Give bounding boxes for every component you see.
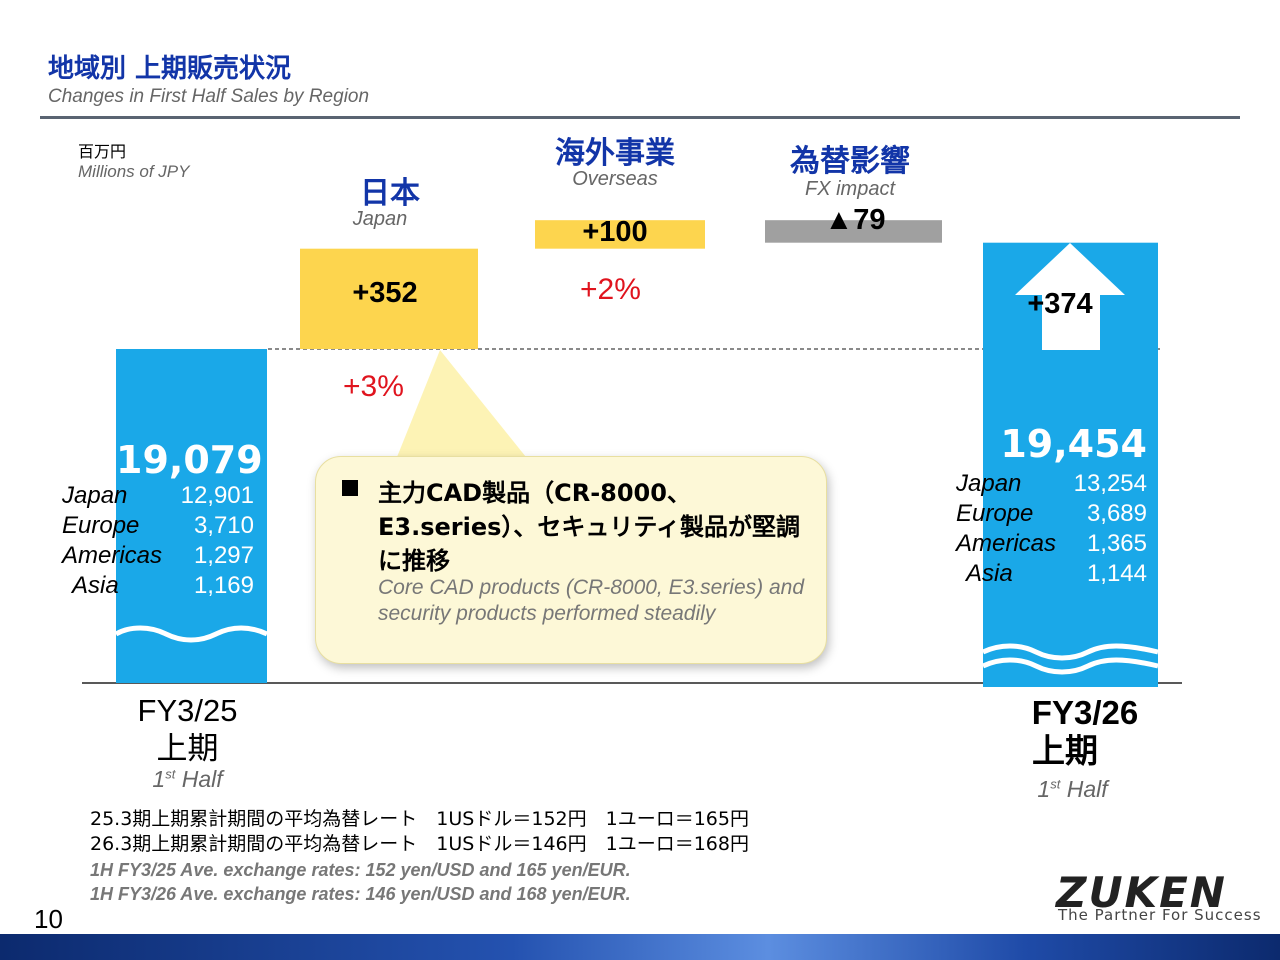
fy325-value-americas: 1,297 [193, 542, 254, 569]
unit-label-jp: 百万円 [78, 142, 127, 161]
total-increase-label: +374 [1027, 288, 1093, 320]
overseas-heading-en: Overseas [572, 168, 658, 190]
japan-change-label: +352 [352, 277, 418, 309]
increase-arrow-icon [1015, 243, 1125, 350]
japan-heading: 日本 [360, 176, 420, 211]
fy326-region-europe: Europe [956, 500, 1034, 527]
fy325-period: FY3/25 [137, 693, 238, 728]
fy325-region-japan: Japan [62, 482, 128, 509]
fy326-value-europe: 3,689 [1086, 500, 1147, 527]
axis-break-right-2 [981, 657, 1159, 675]
fy326-value-japan: 13,254 [1073, 470, 1147, 497]
page-subtitle: Changes in First Half Sales by Region [48, 86, 370, 107]
bullet-icon [342, 480, 358, 496]
fy325-region-europe: Europe [62, 512, 140, 539]
page-title: 地域別 上期販売状況 [48, 54, 292, 84]
fy326-total: 19,454 [1000, 422, 1147, 466]
axis-break-left [114, 625, 269, 643]
callout-text-en: Core CAD products (CR-8000, E3.series) a… [378, 576, 805, 625]
bar-japan-change [300, 248, 478, 349]
fx-note-jp-2: 26.3期上期累計期間の平均為替レート 1USドル＝146円 1ユーロ＝168円 [90, 833, 749, 855]
overseas-pct-label: +2% [580, 273, 641, 306]
footer-bar [0, 934, 1280, 960]
zuken-logo: ZUKEN [1056, 868, 1227, 917]
fy326-value-asia: 1,144 [1086, 560, 1147, 587]
fx-heading: 為替影響 [790, 144, 910, 179]
fy326-region-japan: Japan [956, 470, 1022, 497]
callout-text-jp: 主力CAD製品（CR-8000、E3.series）、セキュリティ製品が堅調に推… [378, 479, 800, 575]
japan-heading-en: Japan [352, 208, 408, 230]
callout-box [315, 456, 827, 664]
fy326-period-jp: 上期 [1032, 732, 1098, 769]
axis-break-right-1 [981, 643, 1159, 661]
fy325-half-label: 1st Half [152, 766, 223, 792]
unit-label-en: Millions of JPY [78, 162, 190, 181]
bar-fx-change [765, 220, 942, 243]
bar-overseas-change [535, 220, 705, 249]
fx-change-label: ▲79 [824, 204, 886, 236]
fx-note-en-1: 1H FY3/25 Ave. exchange rates: 152 yen/U… [90, 860, 631, 880]
fy325-period-jp: 上期 [156, 731, 219, 766]
callout-pointer [395, 350, 530, 462]
fy326-region-americas: Americas [956, 530, 1057, 557]
fy326-period: FY3/26 [1031, 694, 1139, 731]
fy325-value-japan: 12,901 [180, 482, 254, 509]
overseas-change-label: +100 [582, 216, 648, 248]
period-label-fy325: FY3/25 上期 [100, 692, 275, 768]
fy326-region-asia: Asia [966, 560, 1013, 587]
fy325-value-asia: 1,169 [193, 572, 254, 599]
logo-tagline: The Partner For Success [1058, 906, 1262, 924]
fx-note-en-2: 1H FY3/26 Ave. exchange rates: 146 yen/U… [90, 884, 631, 904]
header-divider [40, 116, 1240, 119]
fx-heading-en: FX impact [804, 178, 896, 200]
fy325-region-asia: Asia [72, 572, 119, 599]
japan-pct-label: +3% [343, 370, 404, 403]
fy325-value-europe: 3,710 [193, 512, 254, 539]
fy326-half-label: 1st Half [1037, 776, 1108, 802]
fy326-value-americas: 1,365 [1086, 530, 1147, 557]
fy325-region-americas: Americas [62, 542, 163, 569]
fy325-total: 19,079 [116, 438, 263, 482]
fx-note-jp-1: 25.3期上期累計期間の平均為替レート 1USドル＝152円 1ユーロ＝165円 [90, 808, 749, 830]
period-label-fy326: FY3/26 上期 [985, 694, 1185, 770]
overseas-heading: 海外事業 [555, 136, 675, 171]
page-number: 10 [34, 904, 63, 934]
